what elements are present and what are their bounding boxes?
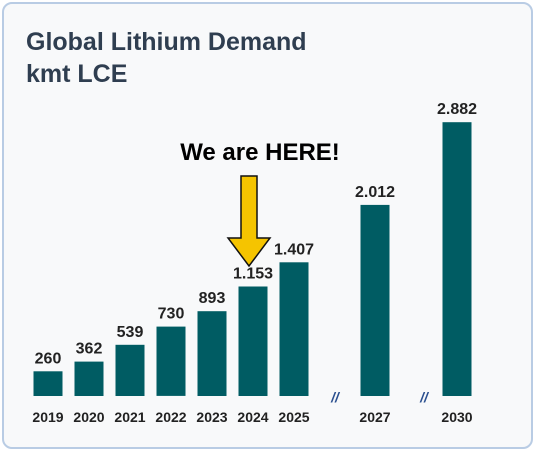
x-tick-2019: 2019 [32,409,63,425]
chart-title-block: Global Lithium Demand kmt LCE [26,26,307,90]
bar-2025 [279,262,309,396]
x-tick-2025: 2025 [278,409,309,425]
x-tick-2030: 2030 [441,409,472,425]
x-tick-2021: 2021 [114,409,145,425]
down-arrow-icon [226,175,272,268]
value-label-2027: 2.012 [355,184,395,201]
x-tick-2027: 2027 [359,409,390,425]
bar-2021 [115,344,145,396]
x-tick-2022: 2022 [155,409,186,425]
bar-2023 [197,311,227,396]
chart-title: Global Lithium Demand [26,28,307,56]
bars-group [33,122,472,396]
bar-2019 [33,371,63,396]
value-label-2023: 893 [199,290,226,307]
value-label-2025: 1.407 [274,241,314,258]
bar-2030 [442,122,472,396]
callout-arrow-group [226,175,272,268]
value-label-2024: 1.153 [233,266,273,283]
axis-break-marker: // [419,389,430,405]
value-label-2022: 730 [158,306,185,323]
x-tick-labels-group: 2019 2020 2021 2022 2023 2024 2025 2027 2030 [32,409,472,425]
bar-2020 [74,361,104,396]
bar-2022 [156,326,186,396]
value-label-2030: 2.882 [437,101,477,118]
bar-2024 [238,286,268,396]
x-tick-2023: 2023 [196,409,227,425]
axis-break-marker: // [330,389,341,405]
callout-text: We are HERE! [180,139,340,166]
x-tick-2024: 2024 [237,409,268,425]
bar-2027 [360,204,390,396]
axis-breaks-group: // // [330,389,430,405]
chart-subtitle: kmt LCE [26,60,128,88]
x-tick-2020: 2020 [73,409,104,425]
value-label-2021: 539 [117,324,144,341]
value-label-2020: 362 [76,341,103,358]
value-label-2019: 260 [35,350,62,367]
